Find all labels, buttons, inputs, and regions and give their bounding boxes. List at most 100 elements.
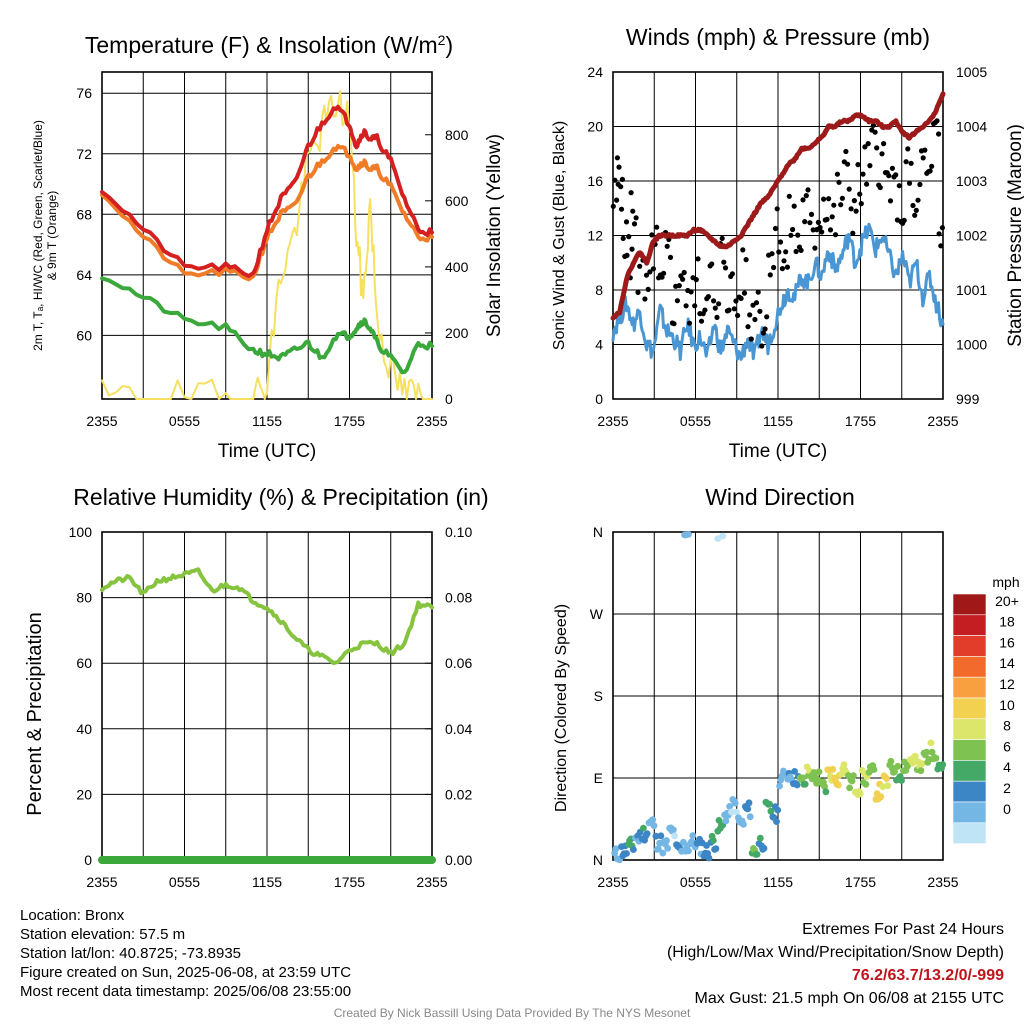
x-tick-label: 1155 — [252, 874, 282, 890]
y-tick-label: 60 — [76, 327, 92, 343]
legend-swatch — [952, 635, 987, 657]
gust-point — [791, 203, 797, 209]
gust-point — [647, 269, 653, 275]
direction-point — [659, 849, 667, 857]
gust-point — [729, 271, 736, 277]
direction-point — [766, 800, 773, 808]
y2-tick-label: 0.04 — [445, 721, 472, 737]
gust-point — [901, 217, 907, 223]
gust-point — [855, 162, 861, 168]
direction-point — [856, 790, 864, 798]
gust-point — [817, 224, 823, 231]
x-tick-label: 1755 — [845, 874, 876, 890]
direction-point — [870, 766, 878, 773]
legend-swatch — [952, 760, 987, 782]
gust-point — [633, 215, 639, 221]
y-tick-label: 20 — [76, 786, 92, 802]
y2-axis-label: Station Pressure (Maroon) — [1005, 124, 1024, 347]
y-tick-label: 100 — [69, 524, 93, 540]
gust-point — [733, 298, 739, 304]
gust-point — [740, 247, 746, 253]
gust-point — [776, 249, 782, 255]
gust-point — [850, 230, 856, 236]
gust-point — [610, 203, 616, 209]
legend-label: 2 — [1003, 780, 1011, 796]
gust-point — [815, 219, 822, 225]
legend-swatch — [952, 801, 987, 824]
legend-label: 10 — [999, 697, 1015, 713]
gust-point — [910, 202, 916, 209]
gust-point — [762, 326, 768, 332]
direction-point — [848, 777, 856, 785]
x-tick-label: 2355 — [927, 874, 958, 890]
gust-point — [767, 272, 773, 278]
legend-label: 20+ — [995, 593, 1019, 609]
gust-point — [705, 294, 712, 300]
x-tick-label: 0555 — [680, 413, 711, 429]
direction-point — [928, 748, 936, 756]
y2-tick-label: 1005 — [956, 64, 987, 80]
wind-direction-title: Wind Direction — [705, 484, 855, 510]
y2-tick-label: 999 — [956, 391, 980, 407]
x-tick-label: 2355 — [927, 413, 958, 429]
gust-point — [753, 300, 760, 306]
y-tick-label: 72 — [76, 146, 92, 162]
x-tick-label: 0555 — [169, 874, 200, 890]
gust-point — [803, 193, 809, 199]
direction-point — [685, 531, 692, 538]
y-tick-label: 24 — [587, 64, 603, 80]
y-tick-label: 40 — [76, 721, 92, 737]
legend-swatch — [952, 593, 987, 616]
gust-point — [881, 141, 887, 147]
gust-point — [747, 312, 753, 318]
gust-point — [889, 165, 896, 171]
title-end: ) — [445, 32, 453, 58]
gust-point — [620, 235, 626, 241]
temperature-series-0 — [101, 90, 433, 400]
direction-point — [884, 782, 892, 790]
temperature-series-3 — [100, 276, 434, 375]
winds-title: Winds (mph) & Pressure (mb) — [626, 24, 930, 50]
gust-point — [886, 173, 892, 179]
x-tick-label: 1755 — [334, 413, 365, 429]
y-tick-label: 76 — [76, 85, 92, 101]
direction-point — [612, 845, 620, 853]
gust-point — [843, 148, 849, 155]
gust-point — [777, 239, 784, 245]
speed-legend: mph 20+ 18 16 14 12 10 8 6 4 2 0 — [952, 574, 1020, 844]
direction-point — [923, 748, 930, 756]
direction-point — [649, 816, 657, 824]
y2-tick-label: 1000 — [956, 337, 987, 353]
y2-tick-label: 1002 — [956, 228, 987, 244]
gust-point — [757, 308, 763, 314]
gust-point — [635, 289, 641, 295]
max-gust: Max Gust: 21.5 mph On 06/08 at 2155 UTC — [694, 990, 1005, 1007]
x-axis-label: Time (UTC) — [218, 441, 317, 462]
legend-label: 12 — [999, 676, 1015, 692]
legend-swatch — [952, 676, 987, 699]
y-tick-label: 16 — [587, 173, 603, 189]
gust-point — [927, 168, 933, 174]
legend-swatch — [952, 718, 987, 740]
gust-point — [731, 306, 737, 312]
y2-tick-label: 0.02 — [445, 786, 472, 802]
direction-point — [652, 832, 660, 840]
direction-point — [829, 765, 837, 773]
legend-label: 6 — [1003, 738, 1011, 754]
direction-point — [898, 777, 905, 784]
gust-point — [752, 316, 758, 323]
gust-point — [629, 246, 635, 252]
direction-point — [939, 761, 947, 768]
x-tick-label: 2355 — [416, 874, 447, 890]
direction-point — [731, 799, 739, 807]
gust-point — [759, 343, 765, 349]
direction-point — [840, 761, 848, 768]
y-axis-label-line2: & 9m T (Orange) — [45, 191, 59, 281]
y2-tick-label: 0.06 — [445, 655, 472, 671]
direction-point — [918, 760, 926, 768]
gust-point — [688, 289, 694, 295]
legend-label: 14 — [999, 655, 1015, 671]
gust-point — [805, 187, 811, 193]
gust-point — [905, 146, 911, 152]
gust-point — [834, 171, 841, 177]
